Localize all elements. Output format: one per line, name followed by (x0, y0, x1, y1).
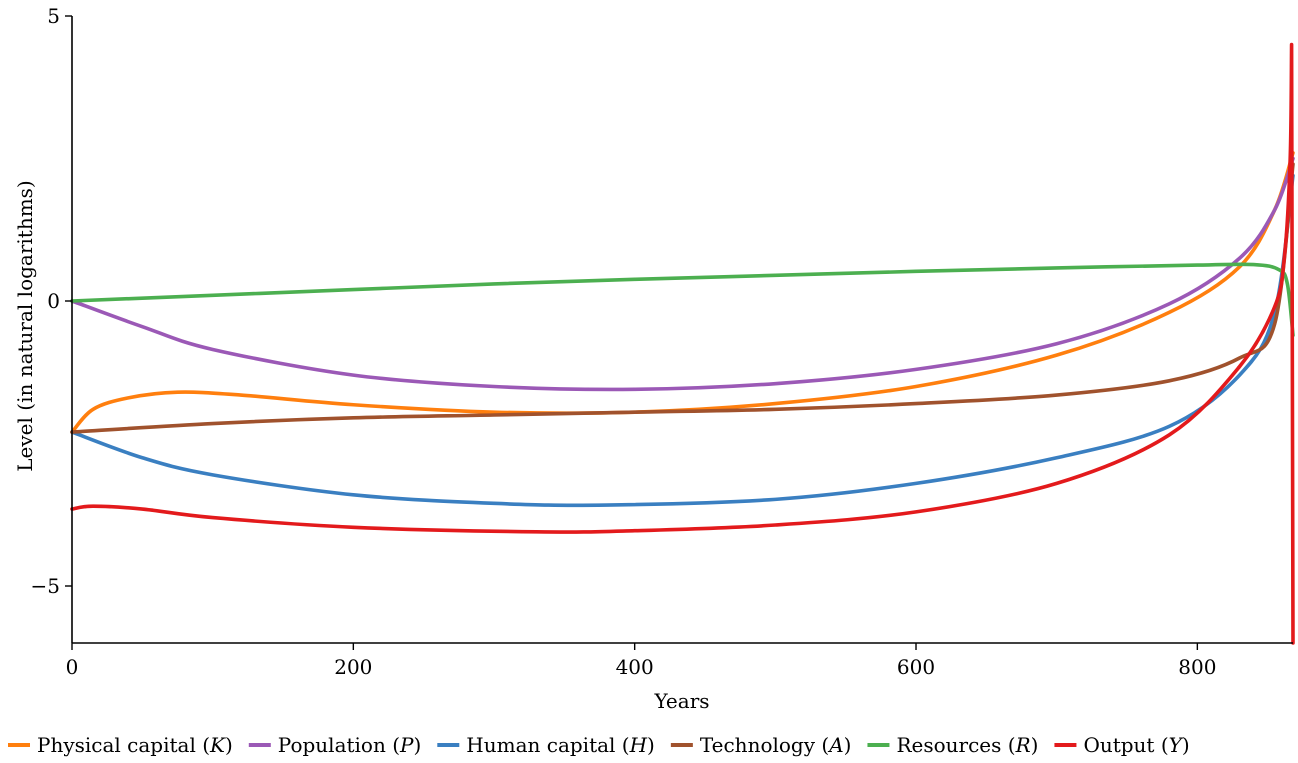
legend-label: Technology (A) (700, 733, 852, 757)
legend-label: Output (Y) (1083, 733, 1189, 757)
legend-item: Population (P) (248, 733, 422, 757)
legend-label: Resources (R) (896, 733, 1038, 757)
y-tick-label: −5 (31, 574, 60, 598)
x-axis-title: Years (653, 689, 709, 713)
series-line-technology (70, 162, 1295, 434)
legend-label: Population (P) (278, 733, 422, 757)
legend-label: Physical capital (K) (37, 733, 233, 757)
x-tick-label: 800 (1178, 655, 1216, 679)
x-ticks: 0 200 400 600 800 (66, 643, 1216, 679)
series-line-population (70, 156, 1295, 392)
x-tick-label: 200 (334, 655, 372, 679)
x-tick-label: 0 (66, 655, 79, 679)
legend-label: Human capital (H) (466, 733, 655, 757)
y-ticks: 5 0 −5 (31, 4, 72, 598)
legend-item: Human capital (H) (437, 733, 655, 757)
y-tick-label: 0 (47, 289, 60, 313)
series-line-human-capital (70, 173, 1295, 508)
series-line-output (70, 42, 1295, 645)
y-axis-title: Level (in natural logarithms) (13, 180, 37, 471)
legend-item: Physical capital (K) (8, 733, 233, 757)
series-line-resources (70, 262, 1295, 337)
x-tick-label: 600 (897, 655, 935, 679)
plot-lines (70, 42, 1295, 645)
legend-item: Resources (R) (867, 733, 1038, 757)
legend: Physical capital (K) Population (P) Human … (8, 733, 1190, 757)
legend-item: Technology (A) (670, 733, 852, 757)
legend-item: Output (Y) (1054, 733, 1190, 757)
y-tick-label: 5 (47, 4, 60, 28)
x-tick-label: 400 (616, 655, 654, 679)
